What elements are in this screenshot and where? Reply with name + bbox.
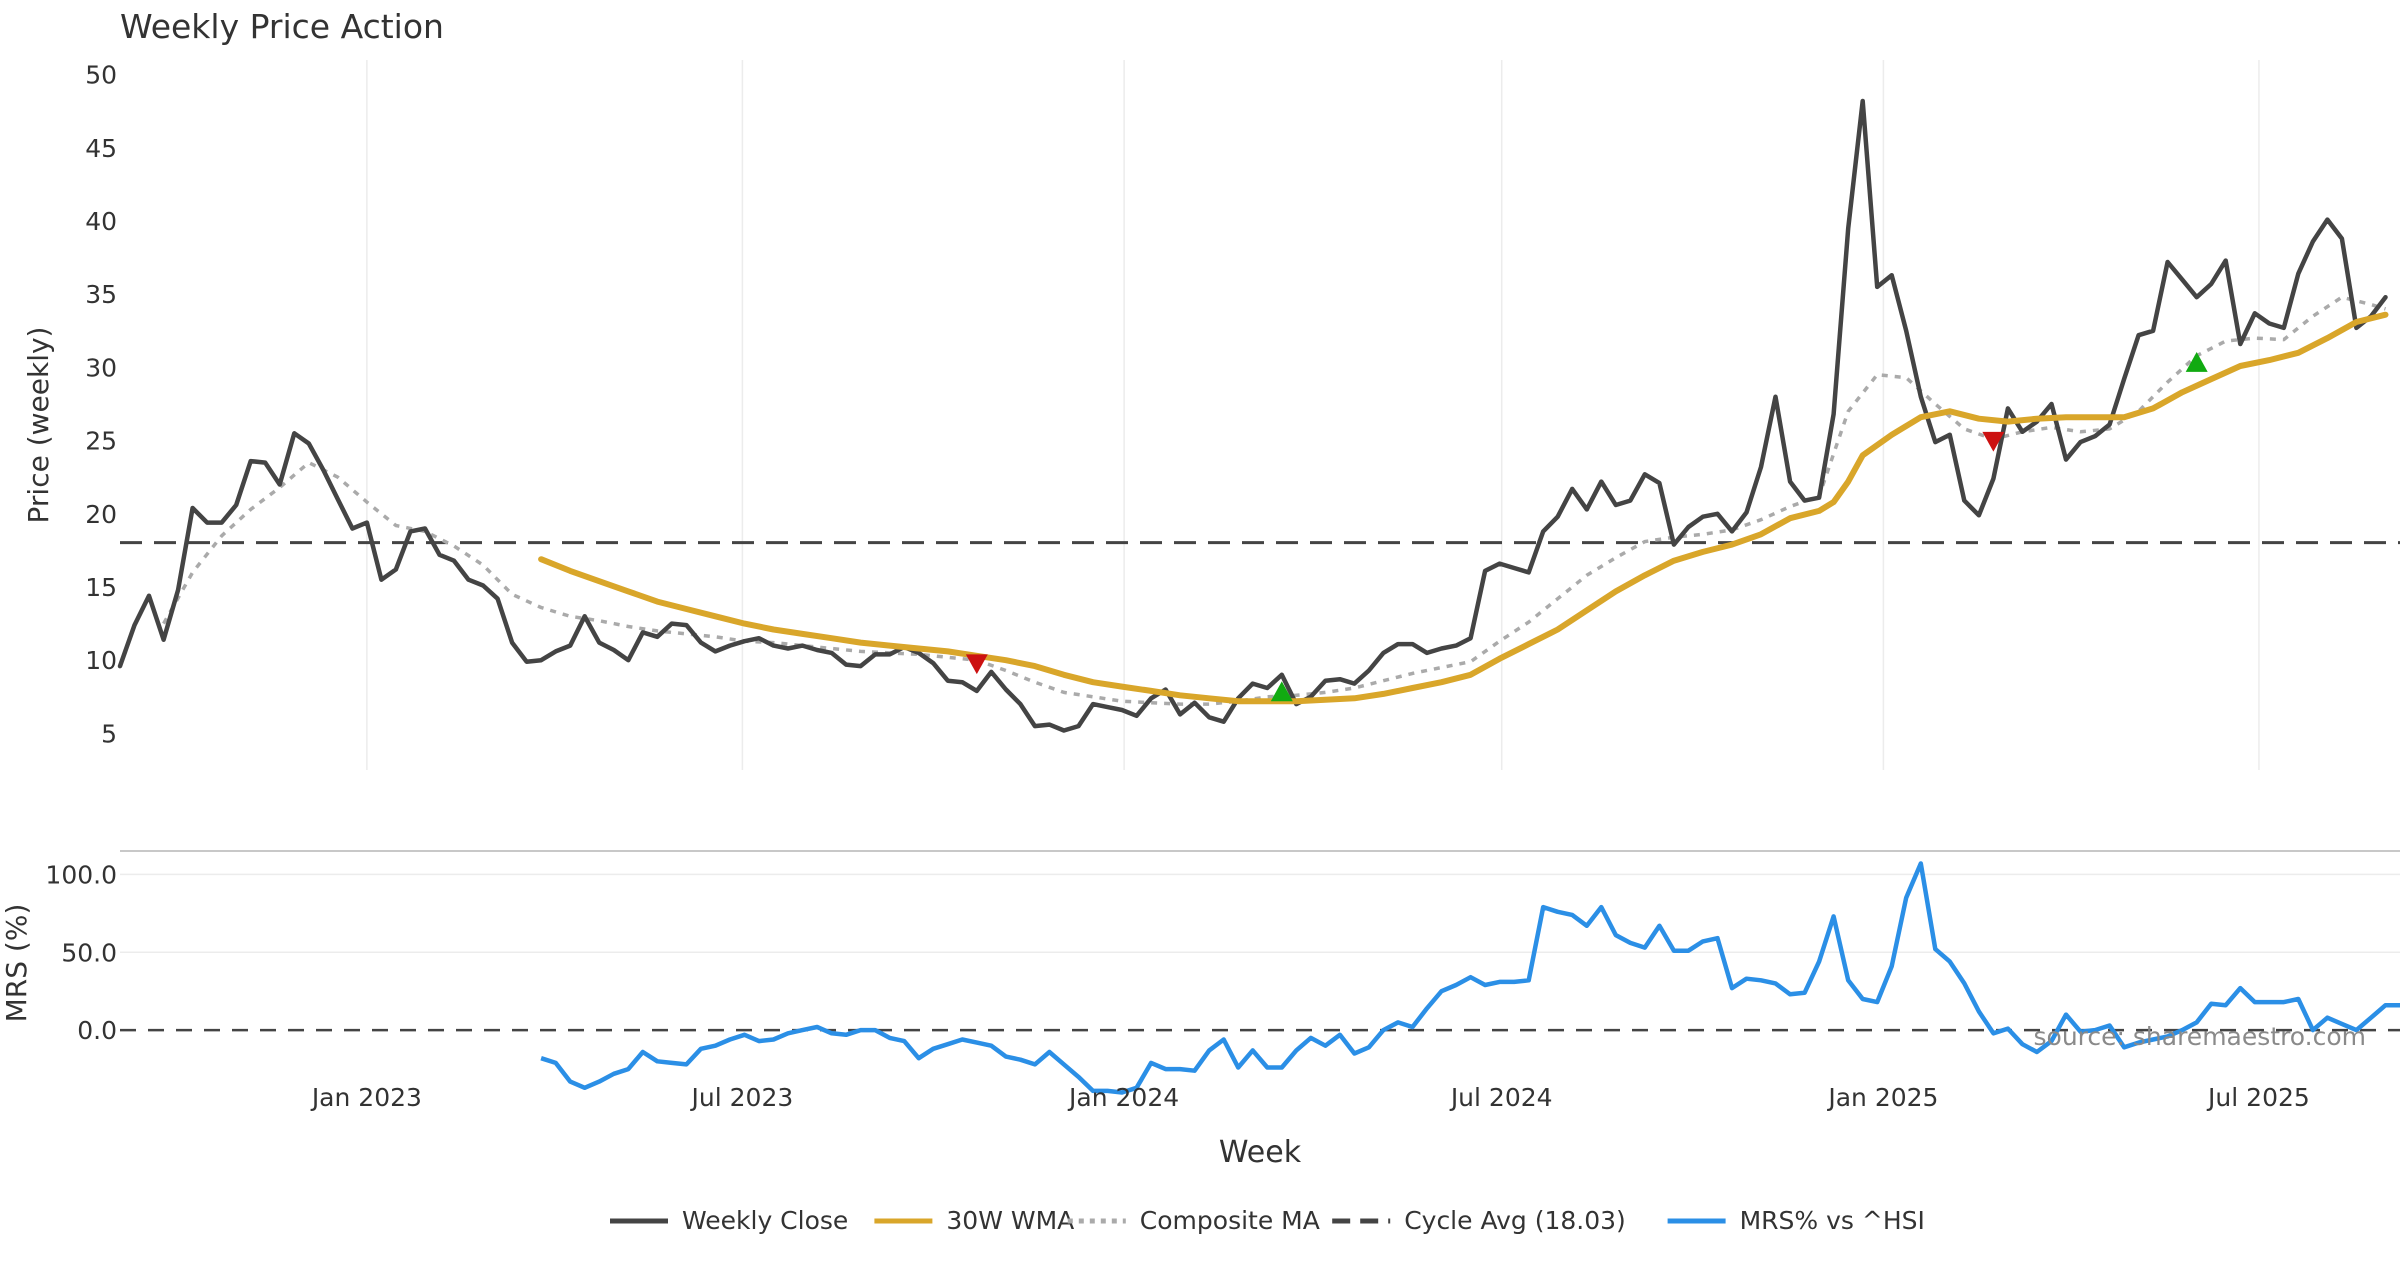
price-y-tick-label: 15 (85, 573, 117, 602)
x-tick-label: Jul 2024 (1449, 1083, 1553, 1112)
legend-item: MRS% vs ^HSI (1667, 1206, 1925, 1235)
legend-label: Cycle Avg (18.03) (1404, 1206, 1626, 1235)
sell-signal-marker (1982, 431, 2005, 452)
x-tick-label: Jan 2023 (310, 1083, 422, 1112)
series-line-mrs-vs-hsi (540, 861, 2400, 1095)
signal-markers (965, 352, 2208, 702)
price-y-tick-label: 25 (85, 427, 117, 456)
price-y-tick-label: 40 (85, 207, 117, 236)
mrs-grid (120, 873, 2400, 954)
legend-label: MRS% vs ^HSI (1740, 1206, 1925, 1235)
x-tick-label: Jul 2023 (690, 1083, 794, 1112)
price-grid (366, 60, 2260, 770)
legend-item: 30W WMA (874, 1206, 1074, 1235)
buy-signal-marker (2185, 352, 2208, 372)
buy-signal-marker (1270, 681, 1293, 702)
series-line-30w-wma (538, 311, 2389, 705)
legend-item: Cycle Avg (18.03) (1332, 1206, 1626, 1235)
series-line-composite-ma (162, 295, 2387, 706)
chart-title: Weekly Price Action (120, 7, 444, 46)
reference-lines (120, 541, 2400, 1032)
mrs-y-tick-label: 50.0 (61, 938, 117, 967)
legend-label: Weekly Close (682, 1206, 848, 1235)
x-tick-label: Jul 2025 (2206, 1083, 2310, 1112)
x-axis-label: Week (1219, 1135, 1302, 1170)
source-annotation: source: sharemaestro.com (2034, 1022, 2367, 1051)
sell-signal-marker (965, 654, 988, 675)
price-y-tick-label: 5 (101, 719, 117, 748)
mrs-y-tick-label: 0.0 (77, 1016, 117, 1045)
legend-label: Composite MA (1140, 1206, 1320, 1235)
x-axis-ticks: Jan 2023 Jul 2023 Jan 2024 Jul 2024 Jan 2025… (310, 1083, 2310, 1112)
price-y-tick-label: 10 (85, 646, 117, 675)
price-y-ticks: 5 10 15 20 25 30 35 40 45 50 (85, 61, 117, 749)
price-y-tick-label: 30 (85, 353, 117, 382)
legend: Weekly Close 30W WMA Composite MA Cycle Avg… (610, 1206, 1925, 1235)
x-tick-label: Jan 2025 (1826, 1083, 1938, 1112)
price-y-tick-label: 20 (85, 500, 117, 529)
legend-item: Composite MA (1067, 1206, 1320, 1235)
price-y-tick-label: 50 (85, 61, 117, 90)
mrs-y-ticks: 0.0 50.0 100.0 (45, 860, 117, 1045)
price-y-axis-label: Price (weekly) (22, 327, 55, 524)
series-lines (117, 98, 2400, 1095)
legend-item: Weekly Close (610, 1206, 848, 1235)
price-y-tick-label: 35 (85, 280, 117, 309)
price-y-tick-label: 45 (85, 134, 117, 163)
mrs-y-axis-label: MRS (%) (0, 904, 33, 1023)
x-tick-label: Jan 2024 (1067, 1083, 1179, 1112)
mrs-y-tick-label: 100.0 (45, 860, 117, 889)
series-line-weekly-close (117, 98, 2388, 733)
legend-label: 30W WMA (946, 1206, 1074, 1235)
